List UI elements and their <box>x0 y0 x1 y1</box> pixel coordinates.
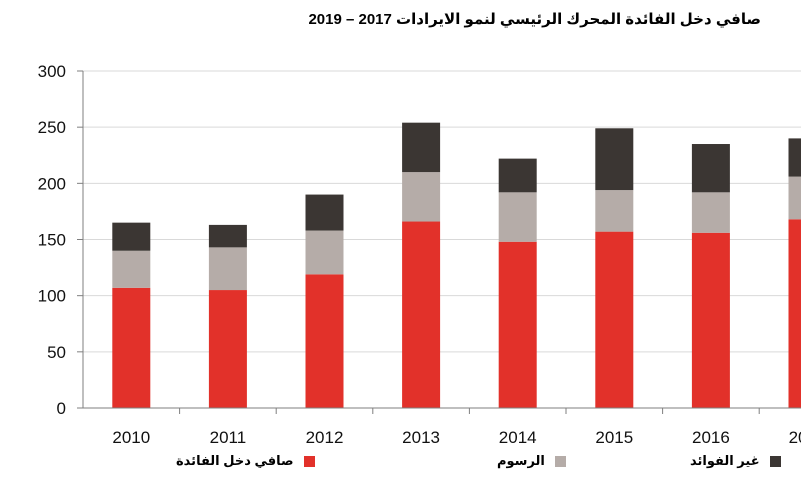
legend: صافي دخل الفائدة الرسوم غير الفوائد <box>0 453 801 477</box>
bar-segment <box>691 192 730 233</box>
bar-segment <box>498 192 537 242</box>
x-tick-label: 2010 <box>112 428 150 447</box>
bar-segment <box>788 176 801 220</box>
bar-segment <box>305 194 344 231</box>
bars <box>112 122 801 408</box>
legend-label-fees: الرسوم <box>497 453 545 468</box>
y-tick-label: 250 <box>38 118 66 137</box>
bar-segment <box>402 221 441 408</box>
legend-swatch-fees <box>554 455 566 467</box>
legend-item-net-interest-income: صافي دخل الفائدة <box>176 453 315 469</box>
bar-segment <box>112 250 151 288</box>
legend-swatch-net-interest-income <box>303 455 315 467</box>
y-tick-label: 0 <box>57 399 66 418</box>
x-tick-label: 2014 <box>499 428 537 447</box>
legend-label-net-interest-income: صافي دخل الفائدة <box>176 453 294 468</box>
bar-segment <box>595 190 634 232</box>
y-tick-label: 300 <box>38 62 66 81</box>
bar-segment <box>691 232 730 408</box>
x-tick-label: 2017 <box>789 428 801 447</box>
x-tick-label: 2011 <box>210 428 247 447</box>
tick-labels: 0 50 100 150 200 250 300 2010 2011 2012 2013 2014 20… <box>38 62 801 447</box>
legend-item-non-interest: غير الفوائد <box>690 453 781 469</box>
y-tick-label: 50 <box>47 343 66 362</box>
legend-item-fees: الرسوم <box>497 453 566 469</box>
bar-segment <box>305 230 344 275</box>
legend-swatch-non-interest <box>769 455 781 467</box>
x-tick-label: 2015 <box>595 428 633 447</box>
bar-segment <box>208 290 247 408</box>
bar-segment <box>498 158 537 193</box>
chart-title: صافي دخل الفائدة المحرك الرئيسي لنمو الا… <box>308 11 761 28</box>
bar-segment <box>112 287 151 408</box>
y-tick-label: 150 <box>38 231 66 250</box>
x-tick-label: 2013 <box>402 428 440 447</box>
bar-segment <box>691 144 730 193</box>
x-tick-label: 2016 <box>692 428 730 447</box>
axes <box>77 70 801 414</box>
bar-segment <box>595 128 634 191</box>
bar-segment <box>208 224 247 248</box>
bar-segment <box>788 219 801 408</box>
bar-segment <box>788 138 801 177</box>
y-tick-label: 100 <box>38 287 66 306</box>
bar-segment <box>305 274 344 408</box>
bar-segment <box>402 122 441 173</box>
gridlines <box>83 70 801 353</box>
bar-segment <box>208 247 247 291</box>
bar-segment <box>595 231 634 408</box>
bar-segment <box>112 222 151 251</box>
x-tick-label: 2012 <box>306 428 344 447</box>
y-tick-label: 200 <box>38 174 66 193</box>
bar-segment <box>498 241 537 408</box>
legend-label-non-interest: غير الفوائد <box>690 453 760 468</box>
bar-segment <box>402 172 441 222</box>
